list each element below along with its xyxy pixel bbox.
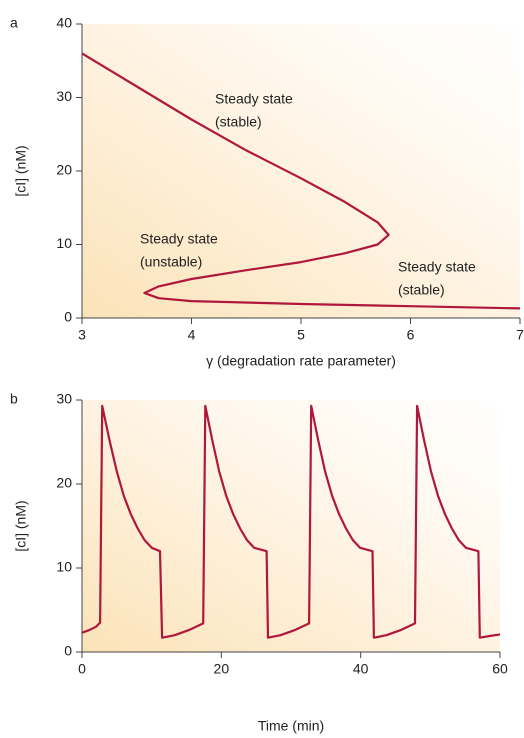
y-tick-label: 10 [56, 559, 72, 575]
data-line [81, 52, 521, 310]
plot-background [82, 400, 500, 652]
y-tick-label: 40 [56, 15, 72, 31]
x-tick-label: 60 [492, 661, 508, 677]
x-tick-label: 5 [297, 327, 305, 343]
x-tick-label: 3 [78, 327, 86, 343]
x-axis-label: γ (degradation rate parameter) [206, 353, 396, 369]
x-tick-label: 20 [214, 661, 230, 677]
y-tick-label: 0 [64, 643, 72, 659]
annotation: Steady state [140, 231, 218, 247]
x-tick-label: 7 [516, 327, 524, 343]
data-line [81, 404, 501, 639]
y-tick-label: 0 [64, 309, 72, 325]
annotation: (unstable) [140, 254, 202, 270]
annotation: Steady state [398, 259, 476, 275]
annotation: (stable) [398, 282, 445, 298]
plot-background [82, 24, 520, 318]
y-tick-label: 20 [56, 162, 72, 178]
x-tick-label: 6 [407, 327, 415, 343]
y-tick-label: 10 [56, 235, 72, 251]
annotation: Steady state [215, 91, 293, 107]
x-tick-label: 40 [353, 661, 369, 677]
x-tick-label: 4 [188, 327, 196, 343]
y-tick-label: 30 [56, 391, 72, 407]
x-tick-label: 0 [78, 661, 86, 677]
panel-label: a [10, 15, 18, 31]
y-tick-label: 30 [56, 88, 72, 104]
y-axis-label: [cI] (nM) [13, 145, 29, 196]
panel-label: b [10, 391, 18, 407]
y-tick-label: 20 [56, 475, 72, 491]
y-axis-label: [cI] (nM) [13, 500, 29, 551]
annotation: (stable) [215, 114, 262, 130]
x-axis-label: Time (min) [258, 718, 324, 734]
